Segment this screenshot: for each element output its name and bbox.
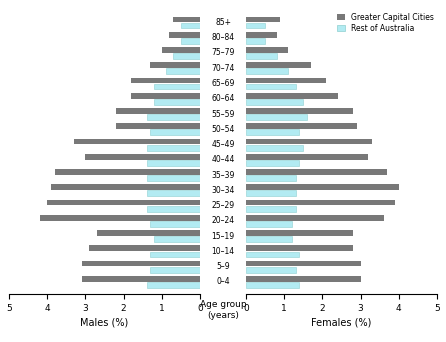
Bar <box>97 230 200 236</box>
Bar <box>154 99 200 105</box>
Bar <box>51 184 200 190</box>
X-axis label: Females (%): Females (%) <box>311 317 372 327</box>
Bar <box>246 267 296 273</box>
Bar <box>246 246 353 251</box>
Bar <box>246 139 372 144</box>
Bar <box>40 215 200 221</box>
Bar <box>150 252 200 257</box>
Bar <box>150 221 200 227</box>
Text: 30–34: 30–34 <box>211 186 235 195</box>
Bar <box>147 190 200 196</box>
Bar <box>246 93 338 98</box>
Bar <box>131 93 200 98</box>
Bar <box>246 84 296 90</box>
Bar <box>147 175 200 181</box>
Bar <box>246 261 361 266</box>
Bar <box>246 154 368 160</box>
Bar <box>246 169 388 175</box>
Bar <box>82 261 200 266</box>
Text: Age group
(years): Age group (years) <box>200 300 246 320</box>
Bar <box>55 169 200 175</box>
Bar <box>246 47 288 53</box>
Bar <box>150 130 200 135</box>
Legend: Greater Capital Cities, Rest of Australia: Greater Capital Cities, Rest of Australi… <box>335 11 435 35</box>
Bar <box>150 62 200 68</box>
Bar <box>147 160 200 166</box>
Bar <box>246 62 311 68</box>
Text: 70–74: 70–74 <box>211 64 235 73</box>
Bar <box>181 23 200 28</box>
Bar <box>85 154 200 160</box>
Bar <box>246 145 303 150</box>
Bar <box>246 123 357 129</box>
Text: 60–64: 60–64 <box>211 94 235 103</box>
Bar <box>246 200 395 206</box>
Bar <box>246 99 303 105</box>
Bar <box>246 114 307 120</box>
Bar <box>246 230 353 236</box>
Bar <box>89 246 200 251</box>
Bar <box>82 276 200 282</box>
Bar <box>246 221 292 227</box>
Bar <box>147 145 200 150</box>
Bar <box>150 267 200 273</box>
Bar <box>116 108 200 114</box>
Bar <box>246 190 296 196</box>
Text: 85+: 85+ <box>215 18 231 27</box>
Bar <box>246 78 326 83</box>
Bar <box>173 53 200 59</box>
Text: 20–24: 20–24 <box>211 216 235 225</box>
Text: 45–49: 45–49 <box>211 140 235 149</box>
Text: 65–69: 65–69 <box>211 79 235 88</box>
Bar <box>246 184 399 190</box>
Text: 35–39: 35–39 <box>211 171 235 180</box>
Bar <box>246 32 277 38</box>
Text: 40–44: 40–44 <box>211 155 235 164</box>
Bar <box>246 276 361 282</box>
Bar <box>116 123 200 129</box>
Text: 75–79: 75–79 <box>211 49 235 57</box>
Bar <box>246 175 296 181</box>
Text: 0–4: 0–4 <box>216 277 230 286</box>
Bar <box>169 32 200 38</box>
Bar <box>181 38 200 44</box>
Bar <box>246 108 353 114</box>
Bar <box>173 16 200 22</box>
Bar <box>246 130 299 135</box>
Text: 10–14: 10–14 <box>211 247 235 256</box>
Bar <box>131 78 200 83</box>
Bar <box>147 282 200 288</box>
Bar <box>246 236 292 242</box>
Bar <box>246 206 296 212</box>
Text: 25–29: 25–29 <box>211 201 235 210</box>
Bar <box>147 114 200 120</box>
Bar <box>246 160 299 166</box>
Bar <box>246 53 277 59</box>
Bar <box>74 139 200 144</box>
Text: 55–59: 55–59 <box>211 109 235 119</box>
Bar <box>246 215 384 221</box>
Bar <box>246 68 288 74</box>
Bar <box>246 16 281 22</box>
Bar <box>162 47 200 53</box>
Text: 80–84: 80–84 <box>211 33 235 42</box>
Bar <box>147 206 200 212</box>
Bar <box>246 38 265 44</box>
Bar <box>246 282 299 288</box>
Text: 5–9: 5–9 <box>216 262 230 271</box>
Bar <box>246 252 299 257</box>
Bar <box>47 200 200 206</box>
Bar <box>246 23 265 28</box>
Bar <box>165 68 200 74</box>
Text: 15–19: 15–19 <box>211 232 235 241</box>
X-axis label: Males (%): Males (%) <box>80 317 128 327</box>
Bar <box>154 84 200 90</box>
Text: 50–54: 50–54 <box>211 125 235 134</box>
Bar <box>154 236 200 242</box>
